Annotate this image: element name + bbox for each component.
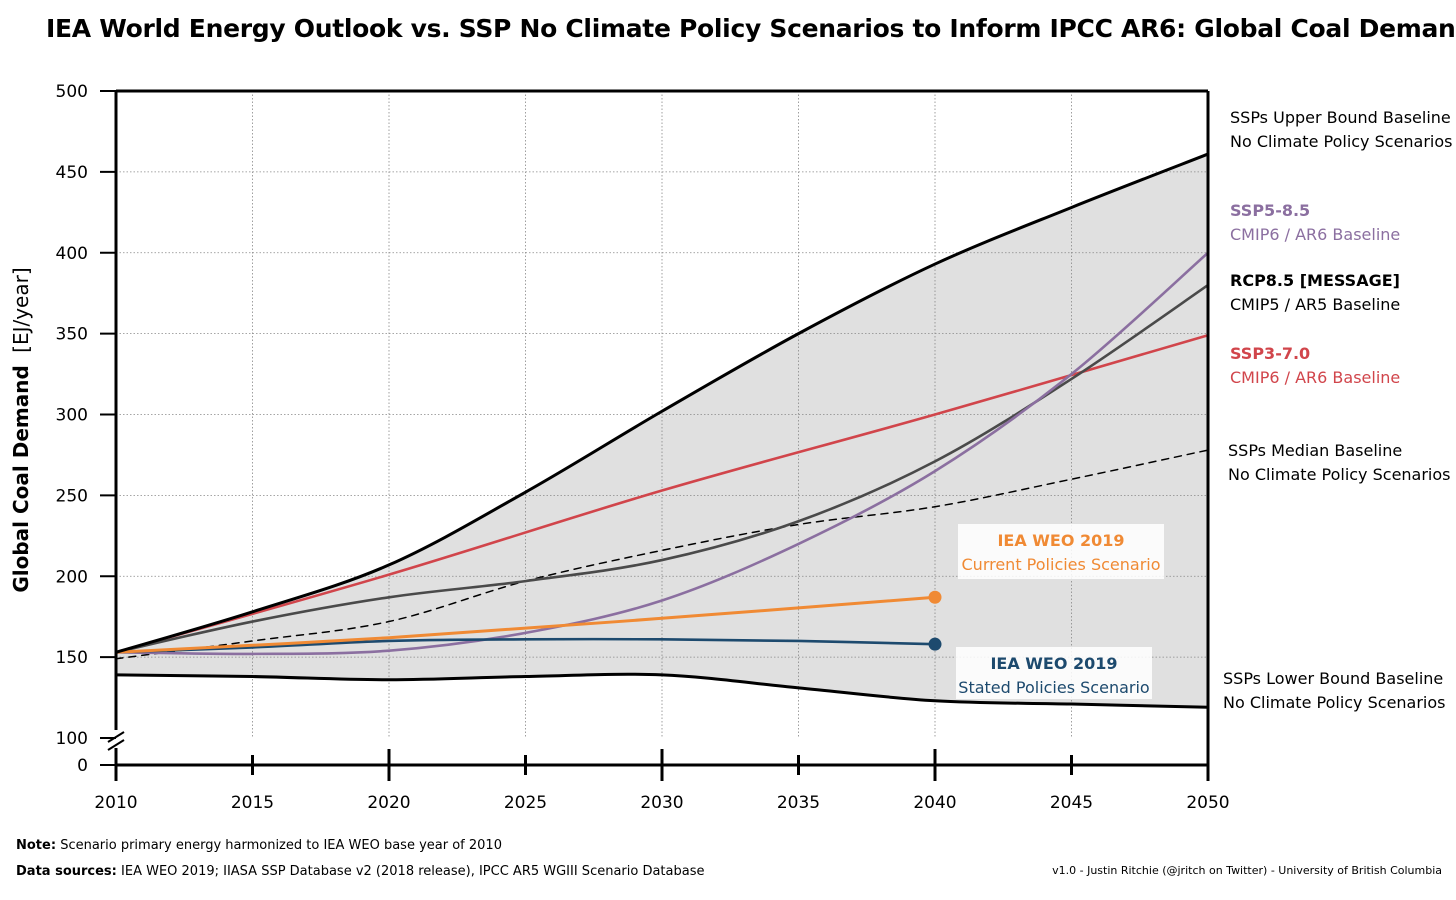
y-tick-label: 200 <box>56 567 88 587</box>
annotation-ssp370-line1: SSP3-7.0 <box>1230 344 1310 363</box>
note-line: Note: Scenario primary energy harmonized… <box>16 838 502 853</box>
tick-labels: 2010 2015 2020 2025 2030 2035 2040 2045 2050 100 1… <box>56 82 1230 813</box>
y-tick-label: 450 <box>56 163 88 183</box>
y-tick-label: 250 <box>56 486 88 506</box>
annotation-ssp370-line2: CMIP6 / AR6 Baseline <box>1230 368 1400 387</box>
series-endpoint-weo_sps <box>928 637 942 651</box>
y-tick-label: 300 <box>56 406 88 426</box>
series-endpoint-weo_cps <box>928 590 942 604</box>
annotation-box-weo_sps <box>956 647 1152 699</box>
y-axis-label-unit: [EJ/year] <box>9 267 33 353</box>
y-tick-label-zero: 0 <box>77 756 88 776</box>
annotation-median-line2: No Climate Policy Scenarios <box>1228 465 1451 484</box>
axes <box>100 89 1210 781</box>
x-tick-label: 2045 <box>1050 793 1093 813</box>
y-tick-label: 400 <box>56 244 88 264</box>
annotation-rcp85-line1: RCP8.5 [MESSAGE] <box>1230 271 1400 290</box>
x-tick-label: 2010 <box>94 793 137 813</box>
chart-title: IEA World Energy Outlook vs. SSP No Clim… <box>46 14 1456 43</box>
x-tick-label: 2025 <box>504 793 547 813</box>
annotation-ssp585-line1: SSP5-8.5 <box>1230 201 1310 220</box>
x-tick-label: 2020 <box>367 793 410 813</box>
annotation-lower-line2: No Climate Policy Scenarios <box>1223 693 1446 712</box>
annotation-lower-line1: SSPs Lower Bound Baseline <box>1223 669 1443 688</box>
credit-text: v1.0 - Justin Ritchie (@jritch on Twitte… <box>1052 864 1442 877</box>
series-line-ssp585 <box>114 251 1210 656</box>
series-annotations: SSPs Upper Bound Baseline No Climate Poli… <box>956 108 1453 712</box>
annotation-rcp85-line2: CMIP5 / AR5 Baseline <box>1230 295 1400 314</box>
x-tick-label: 2035 <box>777 793 820 813</box>
series-line-ssp370 <box>114 333 1210 654</box>
series-line-weo_sps <box>114 637 937 654</box>
note-text: Scenario primary energy harmonized to IE… <box>60 838 502 853</box>
annotation-weo_sps-line2: Stated Policies Scenario <box>958 678 1149 697</box>
y-axis-label: Global Coal Demand [EJ/year] <box>9 267 33 592</box>
x-tick-label: 2030 <box>640 793 683 813</box>
annotation-weo_sps-line1: IEA WEO 2019 <box>990 654 1117 673</box>
x-tick-label: 2015 <box>231 793 274 813</box>
axis-break-mark <box>107 739 125 751</box>
sources-text: IEA WEO 2019; IIASA SSP Database v2 (201… <box>121 864 705 879</box>
annotation-weo_cps-line2: Current Policies Scenario <box>962 555 1161 574</box>
y-tick-label: 500 <box>56 82 88 102</box>
y-tick-label: 150 <box>56 648 88 668</box>
annotation-weo_cps-line1: IEA WEO 2019 <box>997 531 1124 550</box>
grid <box>116 91 1208 738</box>
series-line-weo_cps <box>114 595 937 654</box>
annotation-upper-line1: SSPs Upper Bound Baseline <box>1230 108 1451 127</box>
sources-line: Data sources: IEA WEO 2019; IIASA SSP Da… <box>16 864 705 879</box>
y-tick-label: 100 <box>56 729 88 749</box>
series-line-upper <box>114 152 1210 654</box>
series-line-lower <box>114 672 1210 709</box>
y-tick-label: 350 <box>56 325 88 345</box>
x-tick-label: 2050 <box>1186 793 1229 813</box>
y-axis-label-main: Global Coal Demand <box>9 365 33 592</box>
annotation-box-weo_cps <box>958 524 1164 579</box>
annotation-median-line1: SSPs Median Baseline <box>1228 441 1402 460</box>
series-lines <box>114 152 1210 709</box>
sources-label: Data sources: <box>16 864 117 879</box>
note-label: Note: <box>16 838 57 853</box>
annotation-ssp585-line2: CMIP6 / AR6 Baseline <box>1230 225 1400 244</box>
annotation-upper-line2: No Climate Policy Scenarios <box>1230 132 1453 151</box>
x-tick-label: 2040 <box>913 793 956 813</box>
